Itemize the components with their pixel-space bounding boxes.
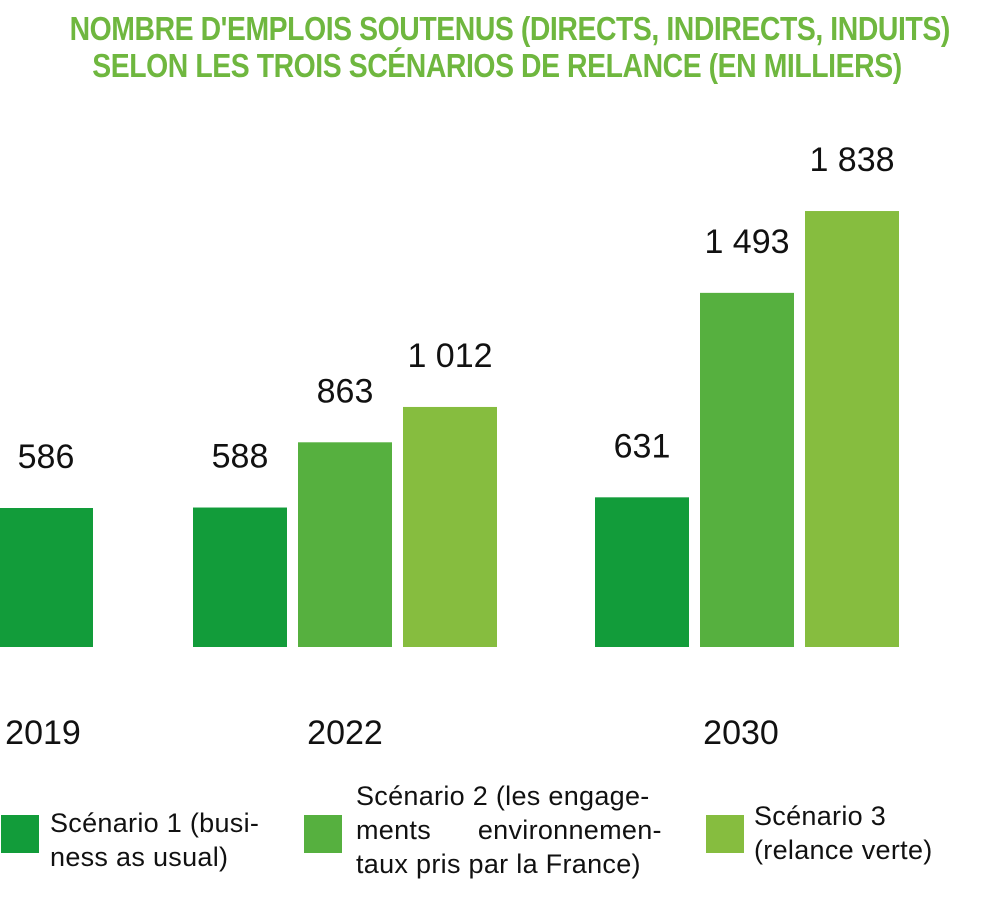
legend-label-line: ness as usual) (50, 842, 229, 872)
legend-label-line: (relance verte) (754, 835, 933, 865)
bar-2030-scenario-3 (805, 211, 899, 647)
category-label-2030: 2030 (703, 714, 779, 752)
legend-swatch-scenario-1 (1, 815, 39, 853)
legend-label-line: taux pris par la France) (356, 849, 641, 879)
chart-title: NOMBRE D'EMPLOIS SOUTENUS (DIRECTS, INDI… (69, 10, 951, 84)
data-label-2022-scenario-1: 588 (212, 438, 269, 476)
bar-2030-scenario-2 (700, 292, 794, 647)
data-label-2022-scenario-2: 863 (317, 372, 374, 410)
chart-title-line-2: SELON LES TROIS SCÉNARIOS DE RELANCE (EN… (92, 47, 902, 84)
data-label-2022-scenario-3: 1 012 (407, 337, 492, 375)
legend-label-scenario-3: Scénario 3 (relance verte) (754, 799, 933, 867)
category-label-2022: 2022 (307, 714, 383, 752)
bar-2022-scenario-2 (298, 442, 392, 647)
bar-2030-scenario-1 (595, 497, 689, 647)
legend-label-scenario-2: Scénario 2 (les engage- ments environnem… (356, 779, 662, 881)
bar-2019-scenario-1 (0, 508, 93, 647)
bar-2022-scenario-1 (193, 507, 287, 647)
legend-label-line: Scénario 1 (busi- (50, 808, 260, 838)
data-label-2030-scenario-2: 1 493 (704, 223, 789, 261)
legend-swatch-scenario-3 (706, 815, 744, 853)
data-label-2030-scenario-1: 631 (614, 427, 671, 465)
chart-title-line-1: NOMBRE D'EMPLOIS SOUTENUS (DIRECTS, INDI… (69, 10, 951, 47)
legend-label-scenario-1: Scénario 1 (busi- ness as usual) (50, 806, 259, 874)
data-label-2030-scenario-3: 1 838 (809, 141, 894, 179)
data-label-2019-scenario-1: 586 (18, 438, 75, 476)
legend-label-line: Scénario 3 (754, 801, 887, 831)
legend-label-line: ments environnemen- (356, 815, 662, 845)
legend-label-line: Scénario 2 (les engage- (356, 781, 650, 811)
category-label-2019: 2019 (5, 714, 81, 752)
legend-swatch-scenario-2 (304, 815, 342, 853)
bar-2022-scenario-3 (403, 406, 497, 647)
